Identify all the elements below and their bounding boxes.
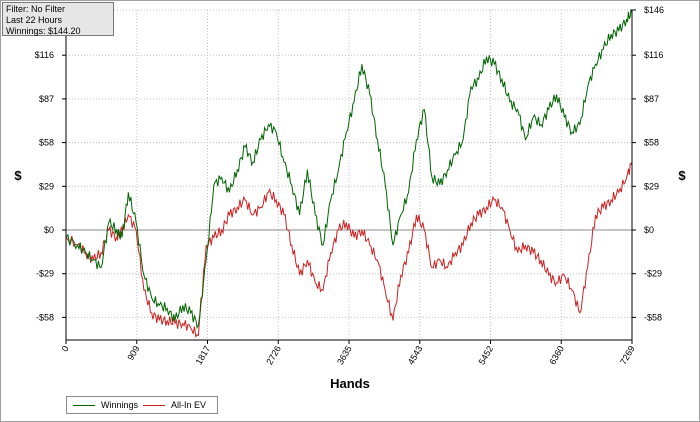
period-text: Last 22 Hours	[6, 15, 63, 25]
x-tick-label: 7269	[618, 344, 637, 366]
x-tick-label: 909	[125, 344, 141, 362]
legend-label-allin: All-In EV	[171, 400, 207, 410]
info-box: Filter: No Filter Last 22 Hours Winnings…	[2, 2, 114, 36]
y-tick-label-left: -$29	[36, 269, 54, 279]
y-axis-title-right: $	[678, 168, 686, 183]
legend-swatch-winnings	[73, 404, 95, 406]
y-tick-label-left: $116	[35, 50, 54, 60]
legend-item-allin: All-In EV	[143, 400, 206, 410]
y-axis-title-left: $	[14, 168, 22, 183]
y-tick-label-left: $0	[44, 225, 54, 235]
allin-ev-series-line	[65, 161, 633, 339]
legend-swatch-allin	[143, 404, 165, 406]
x-tick-label: 5452	[477, 344, 496, 366]
x-axis-title: Hands	[330, 376, 370, 391]
series-layer	[65, 9, 633, 339]
legend-item-winnings: Winnings	[73, 400, 138, 410]
y-tick-label-left: $87	[39, 94, 54, 104]
y-tick-label-right: $29	[644, 181, 659, 191]
y-tick-label-right: $87	[644, 94, 659, 104]
filter-text: Filter: No Filter	[6, 4, 66, 14]
y-tick-label-right: -$29	[644, 269, 662, 279]
x-tick-label: 6360	[547, 344, 566, 366]
winnings-series-line	[65, 9, 633, 330]
axis-layer	[62, 9, 636, 344]
x-tick-label: 4543	[406, 344, 425, 366]
legend-label-winnings: Winnings	[101, 400, 139, 410]
y-tick-label-right: $58	[644, 138, 659, 148]
y-tick-label-left: -$58	[36, 312, 54, 322]
y-tick-label-right: $116	[644, 50, 663, 60]
y-tick-label-left: $58	[39, 138, 54, 148]
x-tick-label: 0	[60, 344, 71, 353]
x-tick-label: 1817	[194, 344, 213, 366]
y-tick-label-left: $29	[39, 181, 54, 191]
grid-layer	[66, 9, 632, 340]
y-tick-label-right: $0	[644, 225, 654, 235]
y-tick-label-right: -$58	[644, 312, 662, 322]
winnings-text: Winnings: $144.20	[6, 26, 81, 36]
y-tick-label-right: $146	[644, 5, 664, 15]
x-tick-label: 2726	[264, 344, 283, 366]
chart-legend: Winnings All-In EV	[66, 396, 218, 414]
x-tick-label: 3635	[335, 344, 354, 366]
